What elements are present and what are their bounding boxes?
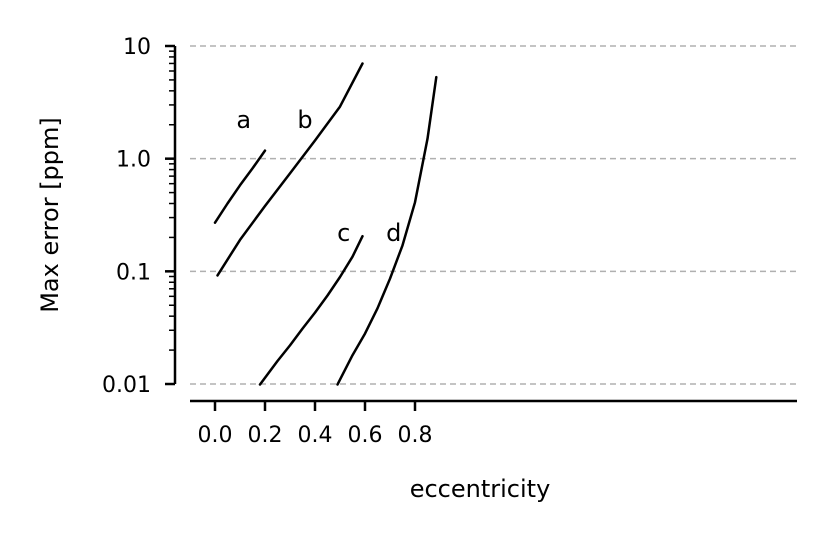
x-tick-label: 0.0: [198, 423, 233, 448]
x-tick-label: 0.8: [398, 423, 433, 448]
series-d-label: d: [386, 219, 401, 247]
x-tick-label: 0.2: [248, 423, 283, 448]
y-axis-label: Max error [ppm]: [36, 117, 64, 313]
series-a-line: [213, 149, 267, 224]
axes: [173, 46, 797, 403]
series-b-label: b: [297, 106, 312, 134]
x-axis-label: eccentricity: [410, 475, 551, 503]
curves: a b c d: [213, 62, 438, 386]
y-tick-label: 0.1: [116, 260, 151, 285]
grid-lines: [190, 45, 797, 385]
series-c-label: c: [337, 219, 350, 247]
series-b-line: [216, 62, 364, 277]
x-tick-label: 0.6: [348, 423, 383, 448]
ticks: 10 1.0 0.1 0.01 0.0 0.2 0.4 0.6 0.8: [102, 35, 432, 448]
series-d-line: [336, 75, 438, 386]
series-c-line: [258, 234, 364, 386]
x-tick-label: 0.4: [298, 423, 333, 448]
y-tick-label: 10: [123, 35, 151, 60]
y-tick-label: 0.01: [102, 373, 151, 398]
series-a-label: a: [236, 106, 251, 134]
y-tick-label: 1.0: [116, 148, 151, 173]
